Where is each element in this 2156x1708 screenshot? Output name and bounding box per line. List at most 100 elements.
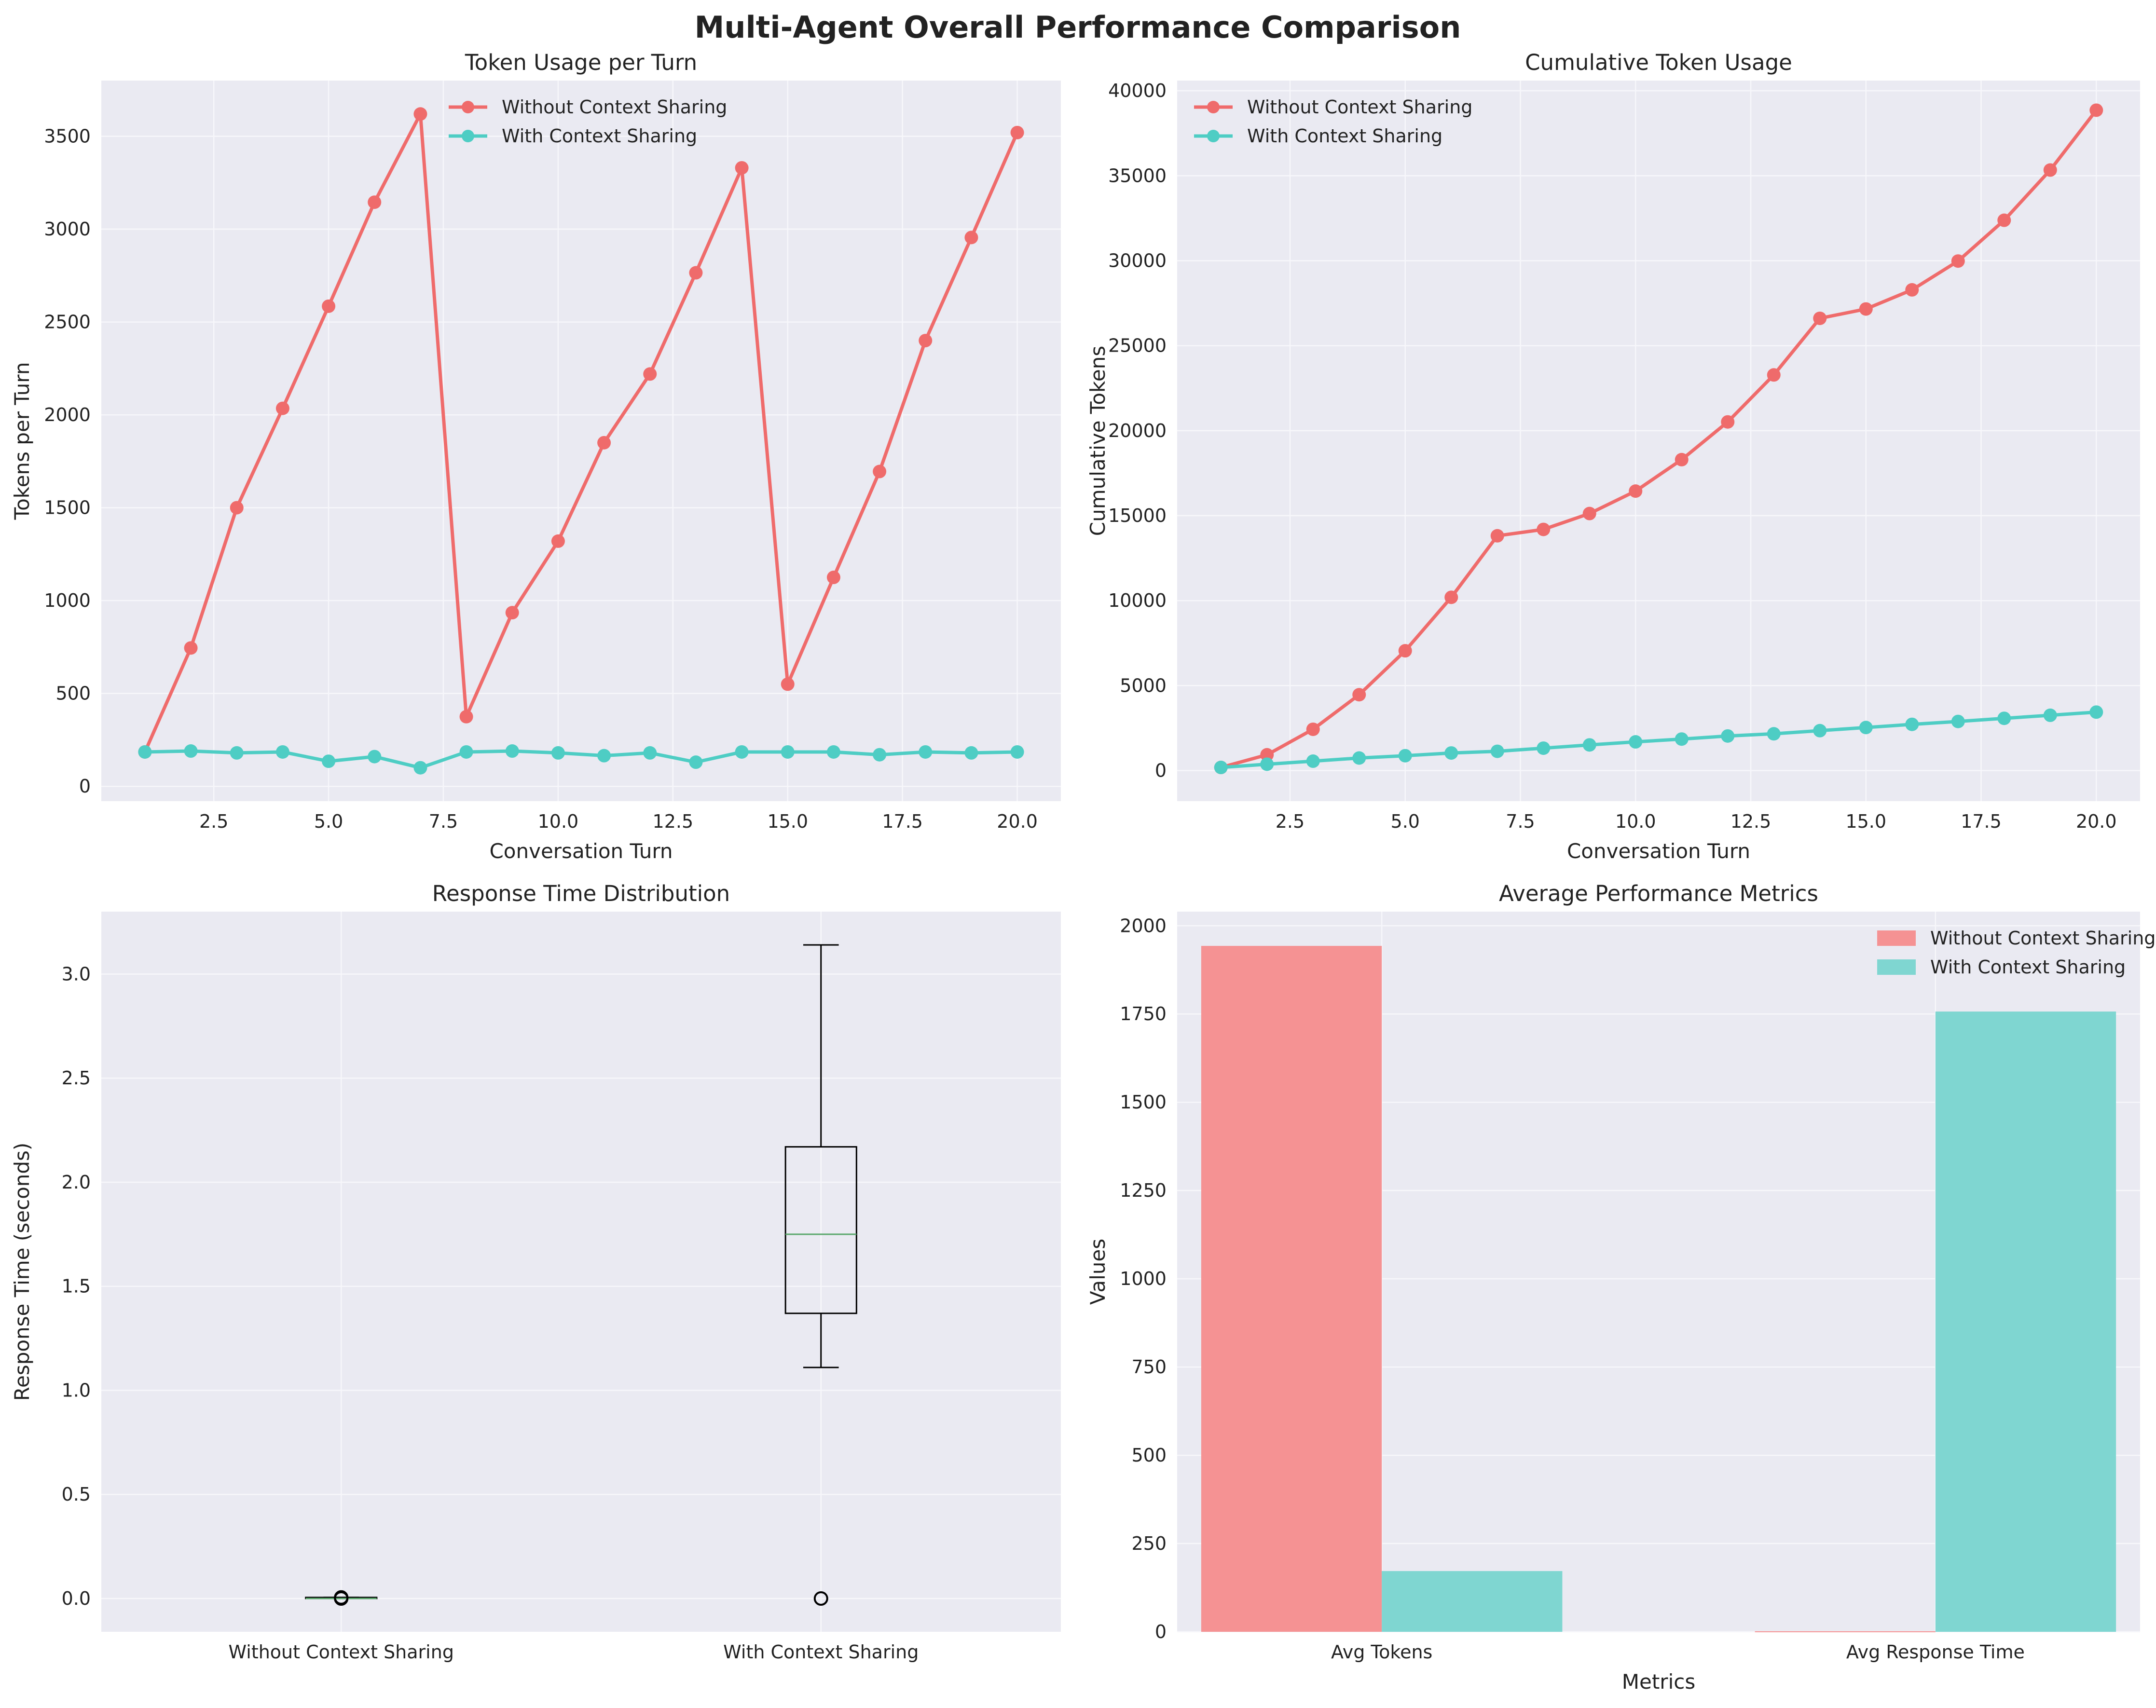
x-axis-label: Conversation Turn: [489, 839, 673, 863]
data-point: [873, 465, 887, 478]
x-tick-label: 17.5: [1961, 811, 2002, 832]
x-tick-label: 7.5: [1506, 811, 1535, 832]
y-tick-label: 15000: [1108, 505, 1167, 526]
series-line: [1220, 109, 2098, 769]
data-point: [1675, 452, 1689, 466]
data-point: [413, 761, 427, 775]
data-point: [964, 746, 978, 760]
y-tick-label: 250: [1131, 1533, 1167, 1554]
subplot-title: Cumulative Token Usage: [1525, 50, 1792, 75]
x-tick-label: 2.5: [199, 811, 228, 832]
x-axis-label: Metrics: [1622, 1670, 1695, 1694]
data-point: [826, 571, 840, 585]
y-tick-label: 1250: [1120, 1180, 1167, 1201]
y-tick-label: 1.0: [62, 1380, 91, 1401]
x-tick-label: 17.5: [882, 811, 923, 832]
data-point: [964, 231, 978, 245]
data-point: [1997, 711, 2011, 725]
data-point: [1444, 590, 1458, 604]
subplot-response-time-distribution: Response Time Distribution Response Time …: [10, 881, 1061, 1663]
data-point: [230, 746, 244, 760]
subplot-token-usage-per-turn: Token Usage per Turn Tokens per Turn Conve…: [10, 50, 1061, 863]
y-tick-label: 500: [55, 683, 91, 704]
data-point: [1951, 714, 1965, 728]
y-tick-label: 35000: [1108, 165, 1167, 186]
bar: [1201, 945, 1382, 1632]
data-point: [1010, 125, 1024, 139]
data-point: [2043, 708, 2057, 722]
data-point: [1582, 738, 1596, 752]
data-point: [1582, 506, 1596, 520]
data-point: [551, 534, 565, 548]
y-tick-label: 2500: [44, 312, 91, 333]
data-point: [1721, 415, 1735, 429]
data-point: [138, 745, 152, 759]
data-point: [505, 744, 519, 758]
plot-background: [101, 912, 1061, 1632]
data-point: [1721, 729, 1735, 743]
x-tick-label: 2.5: [1276, 811, 1305, 832]
y-tick-label: 3000: [44, 219, 91, 240]
y-tick-label: 1750: [1120, 1003, 1167, 1025]
data-point: [919, 334, 933, 348]
data-point: [1398, 749, 1412, 763]
data-point: [643, 367, 657, 381]
plot-background: [101, 81, 1061, 801]
x-axis-label: Conversation Turn: [1567, 839, 1750, 863]
data-point: [1398, 644, 1412, 658]
data-point: [1490, 529, 1504, 543]
data-point: [1490, 744, 1504, 758]
figure-title: Multi-Agent Overall Performance Comparis…: [695, 10, 1461, 45]
data-point: [1629, 484, 1643, 498]
data-point: [1306, 722, 1320, 736]
subplot-cumulative-token-usage: Cumulative Token Usage Cumulative Tokens C…: [1086, 50, 2140, 863]
x-tick-label: 10.0: [1615, 811, 1656, 832]
legend-label: With Context Sharing: [502, 125, 697, 147]
x-tick-label: 12.5: [1730, 811, 1771, 832]
data-point: [1859, 721, 1873, 735]
subplot-average-performance-metrics: Average Performance Metrics Values Metrics…: [1086, 881, 2156, 1694]
x-tick-label: 7.5: [429, 811, 458, 832]
y-tick-label: 1000: [44, 590, 91, 611]
legend-bar-swatch: [1877, 930, 1916, 946]
y-tick-label: 500: [1131, 1445, 1167, 1466]
data-point: [322, 299, 336, 313]
data-point: [1010, 745, 1024, 759]
data-point: [1214, 761, 1228, 775]
data-point: [2089, 103, 2103, 117]
data-point: [689, 266, 703, 280]
data-point: [597, 436, 611, 450]
data-point: [184, 641, 198, 655]
y-tick-label: 0: [79, 776, 91, 797]
data-point: [781, 677, 795, 691]
y-tick-label: 30000: [1108, 250, 1167, 272]
data-point: [2043, 163, 2057, 177]
y-tick-label: 0: [1155, 760, 1167, 781]
data-point: [1629, 735, 1643, 749]
x-tick-label: 5.0: [314, 811, 343, 832]
box: [784, 1146, 857, 1314]
series-line: [1221, 710, 2097, 769]
data-point: [322, 754, 336, 768]
outlier-point: [334, 1590, 349, 1605]
y-tick-label: 1000: [1120, 1268, 1167, 1289]
data-point: [368, 750, 382, 764]
x-tick-label: 5.0: [1391, 811, 1420, 832]
series-line: [145, 749, 1017, 770]
legend-bar-swatch: [1877, 959, 1916, 975]
outlier-point: [813, 1591, 828, 1606]
y-tick-label: 20000: [1108, 420, 1167, 441]
x-tick-label: 12.5: [653, 811, 694, 832]
legend-marker: [462, 130, 474, 142]
data-point: [826, 745, 840, 759]
data-point: [459, 745, 473, 759]
data-point: [1537, 741, 1551, 755]
data-point: [505, 606, 519, 620]
data-point: [275, 745, 289, 759]
y-tick-label: 1500: [44, 497, 91, 519]
legend-label: Without Context Sharing: [1247, 96, 1472, 118]
y-axis-label: Response Time (seconds): [10, 1143, 34, 1401]
subplot-title: Token Usage per Turn: [465, 50, 697, 75]
data-point: [1260, 748, 1274, 762]
